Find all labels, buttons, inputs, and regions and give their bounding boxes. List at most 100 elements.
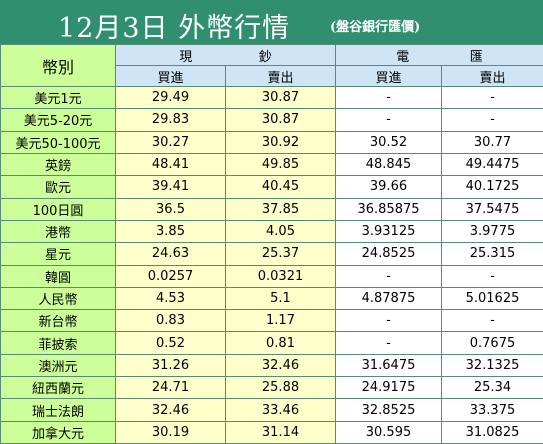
cash-header-char-2: 鈔 <box>258 49 272 65</box>
currency-name: 美元50-100元 <box>0 130 116 154</box>
wire-buy-value: 30.52 <box>335 130 442 154</box>
table-row: 瑞士法朗 32.46 33.46 32.8525 33.375 <box>0 398 543 422</box>
cash-sell-value: 4.05 <box>225 219 336 244</box>
currency-name: 歐元 <box>0 175 116 199</box>
wire-buy-value: - <box>335 331 442 355</box>
wire-sell-value: 40.1725 <box>441 175 543 199</box>
table-row: 美元5-20元 29.83 30.87- - <box>0 108 543 132</box>
title-bar: 12月3日 外幣行情 (盤谷銀行匯價) <box>0 0 543 44</box>
page-title: 12月3日 外幣行情 <box>58 13 291 44</box>
cash-sell-value: 30.87 <box>225 108 336 132</box>
currency-name: 瑞士法朗 <box>0 398 116 422</box>
cash-sell-value: 30.92 <box>225 130 336 154</box>
wire-buy-value: 24.9175 <box>335 376 442 400</box>
wire-sell-value: 37.5475 <box>441 197 543 221</box>
wire-sell-value: - <box>441 309 543 333</box>
wire-sell-value: - <box>441 264 543 288</box>
cash-sell-value: 37.85 <box>225 197 336 221</box>
table-row: 人民幣 4.53 5.1 4.87875 5.01625 <box>0 286 543 311</box>
wire-sell-value: 31.0825 <box>441 420 543 444</box>
cash-buy-value: 3.85 <box>115 219 226 244</box>
cash-buy-value: 32.46 <box>115 398 226 422</box>
wire-sell-value: 25.34 <box>441 376 543 400</box>
currency-name: 美元1元 <box>0 85 116 110</box>
cash-sell-value: 49.85 <box>225 152 336 177</box>
cash-buy-value: 24.63 <box>115 242 226 266</box>
table-row: 韓圓 0.0257 0.0321- - <box>0 264 543 288</box>
table-row: 紐西蘭元 24.71 25.88 24.9175 25.34 <box>0 376 543 400</box>
exchange-rate-table: 幣別 現 鈔 電 匯 買進 賣出 買進 賣出 <box>0 44 543 444</box>
table-row: 歐元 39.41 40.45 39.66 40.1725 <box>0 175 543 199</box>
wire-sell-header: 賣出 <box>441 65 543 87</box>
table-row: 澳洲元 31.26 32.46 31.6475 32.1325 <box>0 353 543 378</box>
wire-buy-value: 30.595 <box>335 420 442 444</box>
wire-buy-value: 48.845 <box>335 152 442 177</box>
cash-sell-value: 25.37 <box>225 242 336 266</box>
currency-header: 幣別 <box>0 44 116 87</box>
table-row: 星元 24.63 25.37 24.8525 25.315 <box>0 242 543 266</box>
wire-header-char-2: 匯 <box>469 49 483 65</box>
wire-buy-value: 4.87875 <box>335 286 442 311</box>
cash-buy-value: 31.26 <box>115 353 226 378</box>
table-row: 新台幣 0.83 1.17- - <box>0 309 543 333</box>
table-row: 菲披索 0.52 0.81-0.7675 <box>0 331 543 355</box>
cash-sell-value: 32.46 <box>225 353 336 378</box>
currency-name: 紐西蘭元 <box>0 376 116 400</box>
cash-buy-value: 30.19 <box>115 420 226 444</box>
wire-sell-value: 25.315 <box>441 242 543 266</box>
rate-rows: 美元1元 29.49 30.87- - 美元5-20元 29.83 30.87- - 美元5… <box>0 85 543 444</box>
cash-buy-value: 36.5 <box>115 197 226 221</box>
cash-sell-value: 31.14 <box>225 420 336 444</box>
wire-header: 電 匯 <box>335 44 543 66</box>
table-row: 英鎊 48.41 49.85 48.845 49.4475 <box>0 152 543 177</box>
cash-buy-value: 29.49 <box>115 85 226 110</box>
wire-sell-value: 0.7675 <box>441 331 543 355</box>
cash-sell-value: 1.17 <box>225 309 336 333</box>
currency-name: 新台幣 <box>0 309 116 333</box>
cash-buy-value: 4.53 <box>115 286 226 311</box>
currency-name: 星元 <box>0 242 116 266</box>
bank-source-label: (盤谷銀行匯價) <box>330 20 421 35</box>
currency-name: 菲披索 <box>0 331 116 355</box>
cash-sell-value: 33.46 <box>225 398 336 422</box>
cash-sell-value: 0.81 <box>225 331 336 355</box>
wire-buy-header: 買進 <box>335 65 442 87</box>
table-row: 美元1元 29.49 30.87- - <box>0 85 543 110</box>
wire-sell-value: 3.9775 <box>441 219 543 244</box>
cash-sell-value: 0.0321 <box>225 264 336 288</box>
wire-sell-value: 5.01625 <box>441 286 543 311</box>
cash-header-char-1: 現 <box>179 49 193 65</box>
cash-buy-value: 30.27 <box>115 130 226 154</box>
currency-name: 澳洲元 <box>0 353 116 378</box>
wire-sell-value: 32.1325 <box>441 353 543 378</box>
wire-sell-value: 33.375 <box>441 398 543 422</box>
cash-buy-value: 0.52 <box>115 331 226 355</box>
wire-sell-value: 49.4475 <box>441 152 543 177</box>
wire-sell-value: - <box>441 85 543 110</box>
wire-buy-value: 32.8525 <box>335 398 442 422</box>
cash-sell-value: 30.87 <box>225 85 336 110</box>
cash-sell-header: 賣出 <box>225 65 336 87</box>
wire-buy-value: 36.85875 <box>335 197 442 221</box>
wire-buy-value: 31.6475 <box>335 353 442 378</box>
wire-buy-value: 24.8525 <box>335 242 442 266</box>
cash-buy-value: 48.41 <box>115 152 226 177</box>
cash-buy-value: 0.0257 <box>115 264 226 288</box>
currency-name: 加拿大元 <box>0 420 116 444</box>
table-row: 100日圓 36.5 37.85 36.85875 37.5475 <box>0 197 543 221</box>
currency-name: 港幣 <box>0 219 116 244</box>
table-row: 港幣 3.85 4.05 3.93125 3.9775 <box>0 219 543 244</box>
wire-buy-value: - <box>335 108 442 132</box>
wire-buy-value: 39.66 <box>335 175 442 199</box>
table-row: 美元50-100元 30.27 30.92 30.52 30.77 <box>0 130 543 154</box>
wire-header-char-1: 電 <box>396 49 410 65</box>
currency-name: 100日圓 <box>0 197 116 221</box>
cash-buy-value: 24.71 <box>115 376 226 400</box>
table-row: 加拿大元 30.19 31.14 30.595 31.0825 <box>0 420 543 444</box>
wire-buy-value: - <box>335 85 442 110</box>
cash-header: 現 鈔 <box>115 44 336 66</box>
currency-name: 英鎊 <box>0 152 116 177</box>
cash-buy-value: 0.83 <box>115 309 226 333</box>
wire-sell-value: 30.77 <box>441 130 543 154</box>
